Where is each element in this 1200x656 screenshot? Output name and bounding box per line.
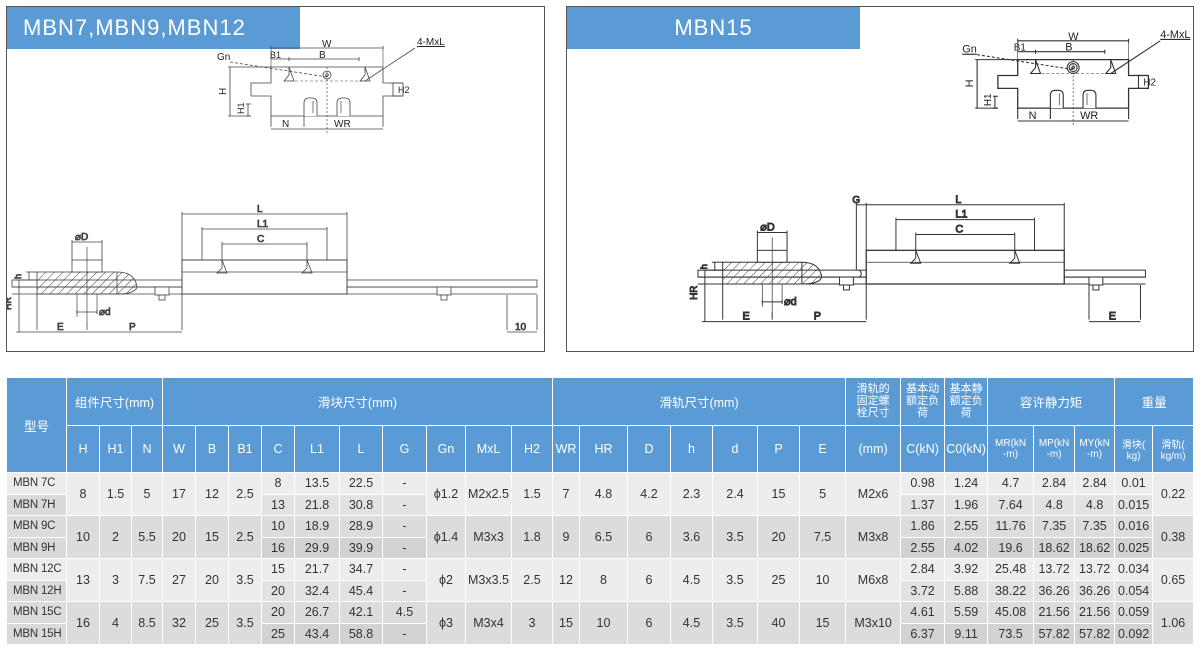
- svg-text:L1: L1: [955, 209, 967, 221]
- svg-text:Gn: Gn: [217, 52, 230, 63]
- svg-text:E: E: [1109, 311, 1116, 323]
- svg-text:B1: B1: [1014, 43, 1027, 54]
- svg-text:P: P: [814, 311, 821, 323]
- svg-text:⌀d: ⌀d: [784, 296, 797, 308]
- svg-text:⌀d: ⌀d: [99, 307, 111, 318]
- svg-text:E: E: [742, 311, 749, 323]
- svg-text:H2: H2: [1143, 77, 1156, 88]
- svg-text:H: H: [964, 79, 976, 87]
- svg-text:WR: WR: [1080, 110, 1098, 122]
- svg-text:HR: HR: [689, 286, 700, 300]
- svg-text:B1: B1: [270, 50, 281, 60]
- svg-text:4-MxL: 4-MxL: [417, 37, 445, 48]
- svg-text:h: h: [699, 264, 709, 269]
- svg-text:C: C: [257, 234, 264, 245]
- svg-text:HR: HR: [6, 297, 13, 310]
- svg-text:P: P: [129, 322, 136, 333]
- svg-text:10: 10: [515, 322, 527, 333]
- svg-text:H: H: [218, 88, 229, 95]
- svg-text:Gn: Gn: [962, 44, 977, 56]
- svg-text:G: G: [852, 195, 860, 206]
- svg-text:W: W: [322, 39, 332, 50]
- svg-text:4-MxL: 4-MxL: [1160, 29, 1190, 41]
- svg-text:B: B: [319, 50, 326, 61]
- svg-text:⌀D: ⌀D: [760, 222, 775, 234]
- svg-text:E: E: [57, 322, 64, 333]
- svg-text:WR: WR: [334, 119, 351, 130]
- svg-text:N: N: [282, 119, 289, 130]
- svg-text:L1: L1: [257, 219, 269, 230]
- svg-text:H2: H2: [398, 85, 410, 95]
- svg-text:N: N: [1029, 110, 1037, 122]
- svg-text:⌀D: ⌀D: [75, 232, 88, 243]
- svg-text:H1: H1: [236, 102, 246, 114]
- svg-text:L: L: [955, 194, 961, 206]
- svg-text:h: h: [13, 274, 23, 279]
- svg-text:C: C: [955, 224, 963, 236]
- svg-text:H1: H1: [983, 93, 994, 106]
- svg-text:L: L: [257, 204, 263, 215]
- svg-text:B: B: [1065, 42, 1072, 54]
